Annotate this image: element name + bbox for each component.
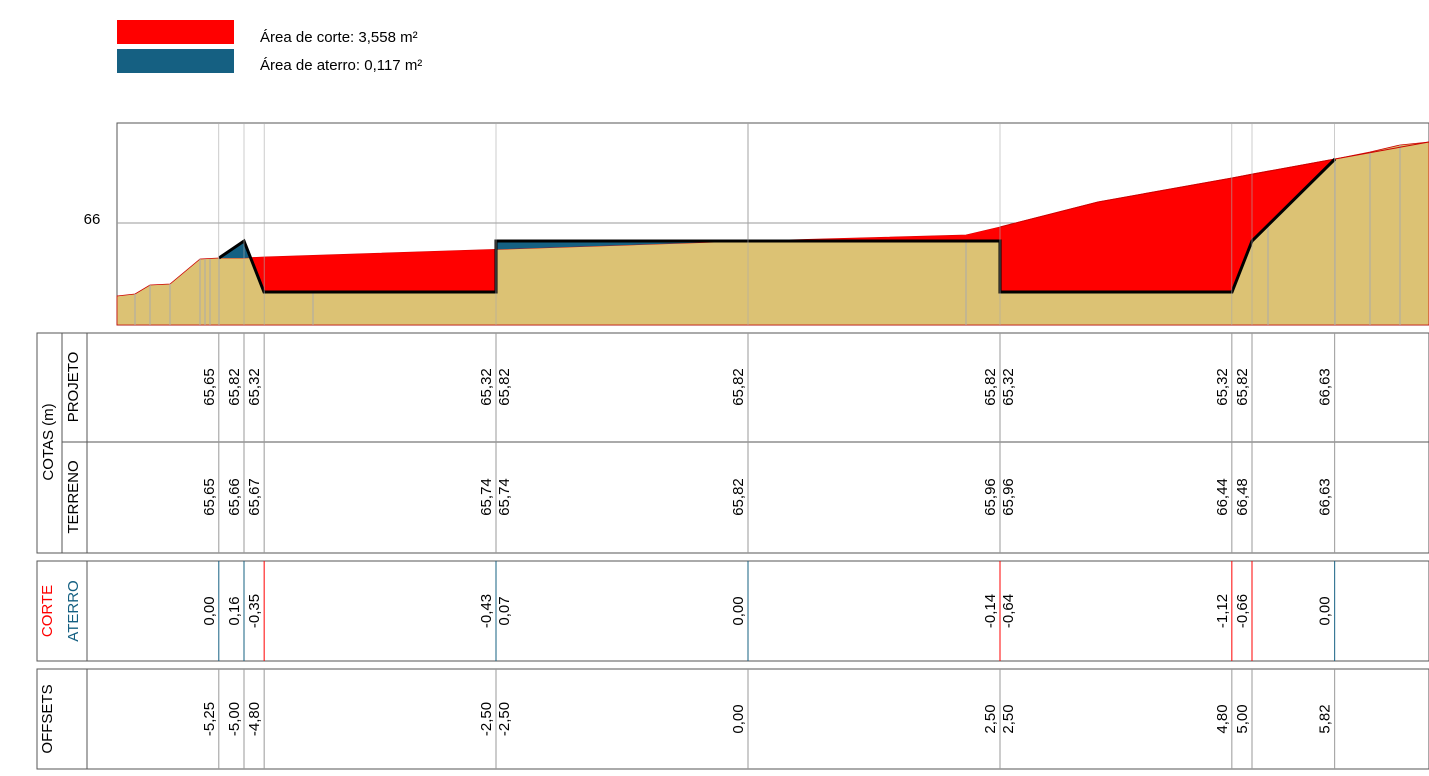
cut-area [250,249,496,292]
header: COTAS (m) [40,403,57,480]
cell-value: 66,63 [1317,368,1334,406]
legend-swatch-fill [117,49,234,73]
cell-value: 5,82 [1317,704,1334,733]
header: PROJETO [65,352,82,423]
elevation-label: 66 [84,211,101,228]
cell-value: 65,32 [1000,368,1017,406]
cell-value: 65,65 [201,368,218,406]
cell-value: 0,00 [1317,596,1334,625]
cut-area [1000,159,1335,292]
cut-area [748,227,1000,241]
table-frame [36,332,1429,770]
cell-value: -2,50 [496,702,513,736]
cell-value: 66,44 [1214,478,1231,516]
header: TERRENO [65,460,82,533]
cell-value: 65,66 [226,478,243,516]
legend-swatch-cut [117,20,234,44]
cell-value: 4,80 [1214,704,1231,733]
cell-value: 65,67 [246,478,263,516]
cell-value: -0,14 [982,594,999,628]
cell-value: 65,74 [478,478,495,516]
cell-value: 65,32 [478,368,495,406]
cell-value: 5,00 [1234,704,1251,733]
cell-value: 65,74 [496,478,513,516]
cell-value: 0,00 [201,596,218,625]
cell-value: 0,07 [496,596,513,625]
cell-value: -4,80 [246,702,263,736]
cell-value: -0,66 [1234,594,1251,628]
cell-value: 65,82 [982,368,999,406]
cell-value: 0,00 [730,704,747,733]
cell-value: 65,82 [1234,368,1251,406]
cell-value: 65,82 [730,478,747,516]
cell-value: 66,48 [1234,478,1251,516]
legend-label: Área de corte: 3,558 m² [260,29,418,46]
cell-value: 0,00 [730,596,747,625]
cell-value: 65,96 [1000,478,1017,516]
cell-value: 65,82 [730,368,747,406]
cell-value: 2,50 [982,704,999,733]
header: OFFSETS [39,684,56,753]
cell-value: 66,63 [1317,478,1334,516]
cell-value: -1,12 [1214,594,1231,628]
cell-value: 65,32 [246,368,263,406]
legend-label: Área de aterro: 0,117 m² [260,57,422,74]
cell-value: -2,50 [478,702,495,736]
cell-value: -0,64 [1000,594,1017,628]
cell-value: 65,96 [982,478,999,516]
cell-value: 65,32 [1214,368,1231,406]
fill-area [496,241,748,250]
cell-value: 65,82 [226,368,243,406]
cell-value: -5,25 [201,702,218,736]
cell-value: 0,16 [226,596,243,625]
header: ATERRO [65,580,82,641]
cell-value: 65,82 [496,368,513,406]
cell-value: 2,50 [1000,704,1017,733]
profile [116,122,1429,326]
cell-value: -0,35 [246,594,263,628]
cell-value: 65,65 [201,478,218,516]
cell-value: -5,00 [226,702,243,736]
cell-value: -0,43 [478,594,495,628]
header: CORTE [39,585,56,637]
